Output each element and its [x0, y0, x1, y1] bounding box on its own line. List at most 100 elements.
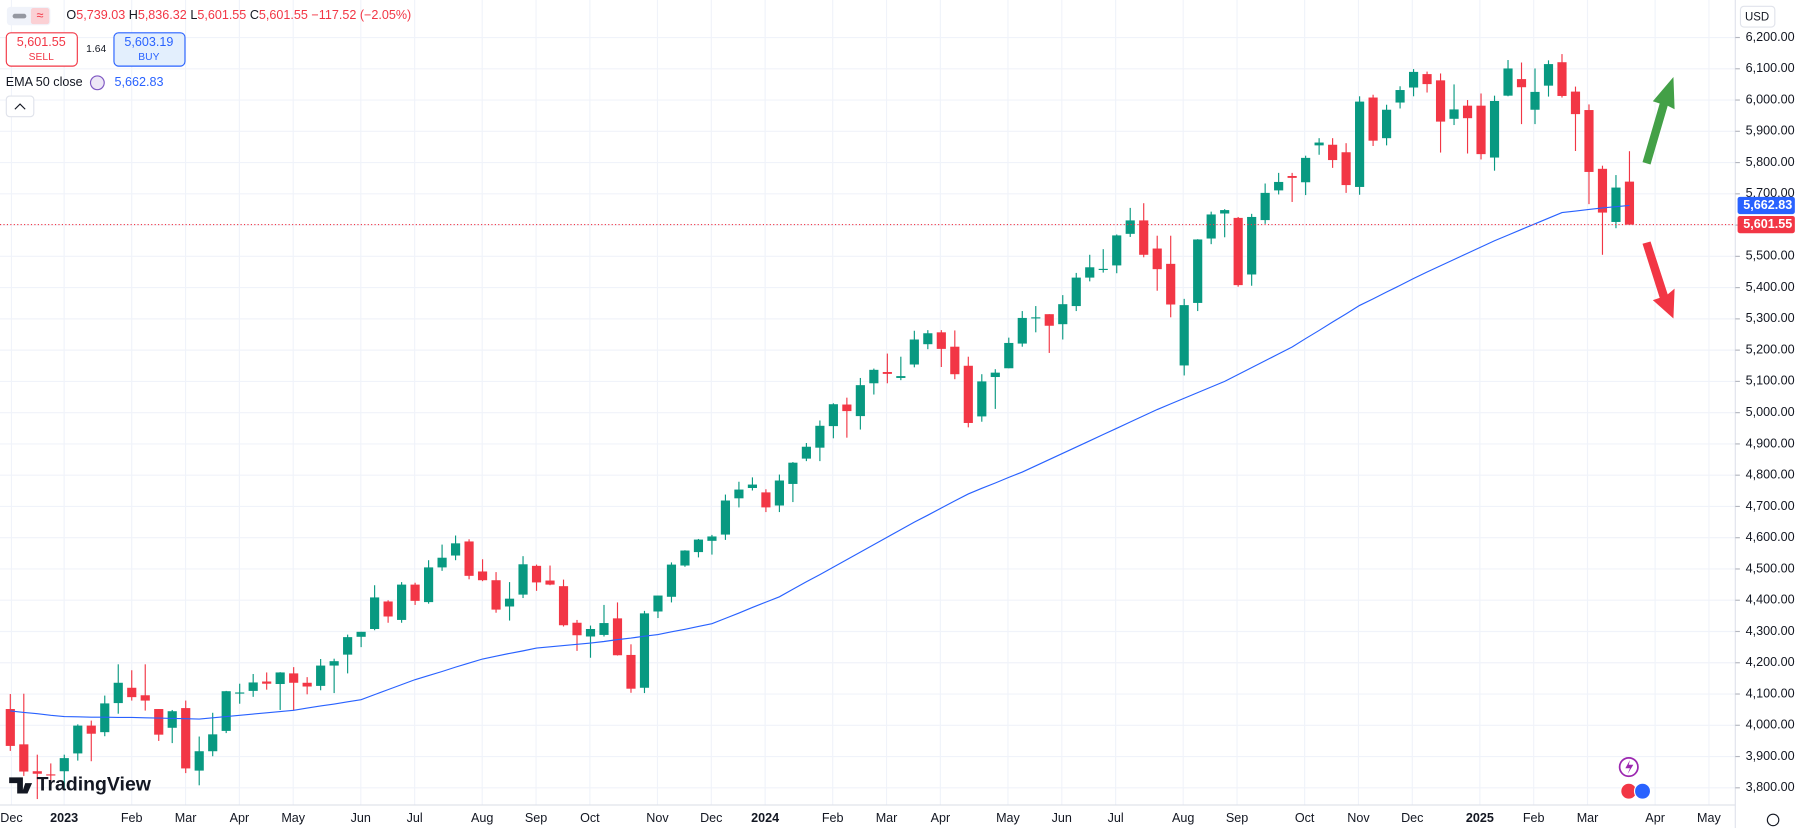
candle-body — [1408, 71, 1419, 88]
candle-body — [73, 725, 83, 754]
candle-body — [1503, 68, 1513, 96]
candle-body — [167, 711, 177, 728]
candle-body — [248, 682, 258, 691]
x-tick-label: Mar — [876, 811, 898, 825]
candle-body — [1152, 248, 1162, 270]
candle-body — [1516, 79, 1527, 88]
y-tick-label: 5,900.00 — [1746, 124, 1795, 138]
y-tick-label: 5,800.00 — [1746, 155, 1795, 169]
logo-text[interactable]: TradingView — [37, 774, 152, 796]
x-tick-label: Aug — [1172, 811, 1194, 825]
y-tick-label: 4,400.00 — [1746, 593, 1795, 607]
down-arrow-drawing[interactable] — [1642, 241, 1675, 319]
candle-body — [1004, 342, 1014, 369]
candle-body — [19, 744, 29, 772]
x-tick-label: May — [996, 811, 1020, 825]
candle-body — [531, 565, 542, 583]
candle-body — [842, 404, 852, 412]
ohlc-value: 5,601.55 — [197, 8, 246, 22]
candle-body — [572, 622, 582, 636]
candle-body — [383, 601, 393, 617]
buy-button[interactable] — [113, 32, 186, 67]
x-tick-label: Apr — [230, 811, 250, 825]
x-tick-label: Feb — [1523, 811, 1545, 825]
candle-body — [950, 346, 960, 375]
settings-icon[interactable] — [1766, 813, 1780, 827]
candle-body — [410, 584, 420, 601]
candle-body — [1462, 105, 1473, 119]
up-arrow-drawing[interactable] — [1642, 77, 1675, 165]
candle-body — [329, 661, 339, 666]
candle-body — [1382, 109, 1392, 139]
x-tick-label: Dec — [0, 811, 22, 825]
candle-body — [208, 734, 218, 752]
candle-body — [1166, 263, 1176, 305]
candle-body — [1112, 235, 1122, 266]
x-tick-label: Sep — [1226, 811, 1248, 825]
indicator-name[interactable]: EMA 50 close — [6, 75, 83, 89]
buy-label: BUY — [138, 52, 159, 63]
candle-body — [1476, 105, 1486, 155]
candle-body — [356, 631, 366, 637]
candle-body — [140, 695, 150, 701]
candle-body — [1098, 268, 1108, 271]
candle-body — [262, 681, 272, 684]
candle-body — [1301, 157, 1311, 183]
event-flag[interactable] — [1633, 782, 1652, 800]
candle-body — [1328, 144, 1338, 161]
candle-body — [504, 598, 515, 607]
candle-body — [828, 404, 838, 427]
collapse-button[interactable] — [5, 95, 35, 118]
candle-body — [612, 618, 623, 656]
price-tag — [1737, 196, 1795, 215]
sell-button[interactable] — [5, 32, 78, 67]
x-tick-label: Mar — [1577, 811, 1599, 825]
x-tick-label: May — [281, 811, 305, 825]
x-tick-label: Jul — [407, 811, 423, 825]
candle-body — [1449, 109, 1459, 119]
candle-body — [235, 692, 245, 694]
y-tick-label: 5,300.00 — [1746, 311, 1795, 325]
candle-body — [370, 597, 380, 629]
candle-body — [59, 758, 69, 772]
event-glyph — [1625, 760, 1634, 774]
candle-body — [1274, 181, 1284, 191]
candle-body — [1557, 62, 1567, 96]
indicator-icon[interactable] — [89, 75, 105, 91]
indicator-value: 5,662.83 — [115, 75, 164, 89]
candle-body — [545, 580, 555, 585]
x-tick-label: Oct — [580, 811, 600, 825]
currency-button[interactable] — [1739, 5, 1776, 28]
candle-body — [1193, 239, 1203, 303]
y-tick-label: 4,800.00 — [1746, 467, 1795, 481]
y-tick-label: 3,800.00 — [1746, 780, 1795, 794]
spread: 1.64 — [86, 44, 106, 55]
x-tick-label: Jun — [351, 811, 371, 825]
candle-body — [518, 564, 528, 595]
candle-body — [707, 536, 717, 541]
candle-body — [86, 725, 96, 734]
candle-body — [343, 637, 353, 655]
candle-body — [693, 539, 704, 553]
candle-body — [1058, 304, 1068, 325]
y-tick-label: 6,000.00 — [1746, 92, 1795, 106]
plot — [0, 54, 1736, 800]
y-tick-label: 4,100.00 — [1746, 686, 1795, 700]
icon-glyph: ≈ — [37, 8, 44, 22]
candle-body — [221, 691, 231, 731]
candle-body — [1139, 220, 1149, 255]
candle-body — [1395, 90, 1405, 103]
candle-body — [1624, 181, 1635, 225]
candle-body — [761, 492, 771, 508]
candle-body — [5, 709, 15, 746]
grid — [0, 0, 1736, 805]
price-tag-label: 5,662.83 — [1743, 198, 1792, 212]
y-tick-label: 3,900.00 — [1746, 749, 1795, 763]
buy-price: 5,603.19 — [124, 35, 173, 49]
candle-body — [923, 333, 933, 345]
candle-body — [275, 672, 285, 685]
candle-body — [46, 774, 56, 776]
candle-body — [788, 462, 798, 484]
candle-body — [154, 709, 164, 735]
candle-body — [909, 339, 919, 365]
